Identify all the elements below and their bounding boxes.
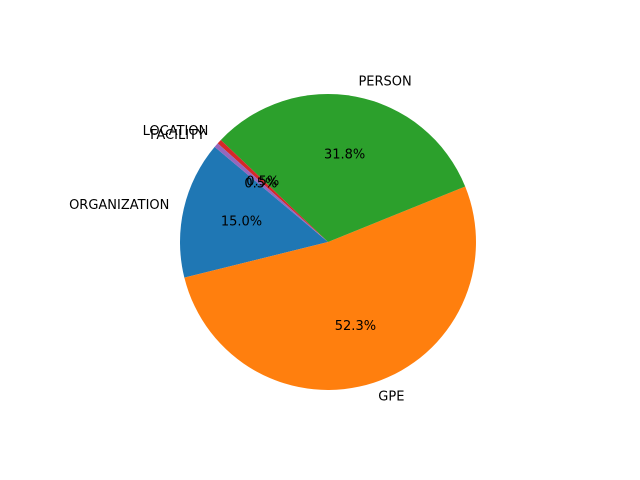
slice-label-organization: ORGANIZATION <box>69 198 169 213</box>
pie-labels: ORGANIZATION 15.0% GPE 52.3% PERSON 31.8% LOCA… <box>69 75 412 405</box>
slice-label-facility: FACILITY <box>150 128 205 143</box>
pie-slice-gpe <box>184 186 476 390</box>
slice-percent-organization: 15.0% <box>221 214 262 229</box>
slice-label-location: LOCATION <box>143 124 209 139</box>
pie-slice-facility <box>214 143 328 242</box>
slice-percent-location: 0.5% <box>246 174 279 189</box>
pie-slices <box>179 93 476 390</box>
slice-percent-person: 31.8% <box>324 147 365 162</box>
pie-slice-location <box>217 139 328 242</box>
slice-label-gpe: GPE <box>378 389 404 404</box>
slice-label-person: PERSON <box>358 75 411 90</box>
pie-slice-organization <box>179 146 328 278</box>
slice-percent-gpe: 52.3% <box>335 319 376 334</box>
slice-percent-facility: 0.5% <box>244 176 277 191</box>
pie-slice-person <box>220 93 466 242</box>
